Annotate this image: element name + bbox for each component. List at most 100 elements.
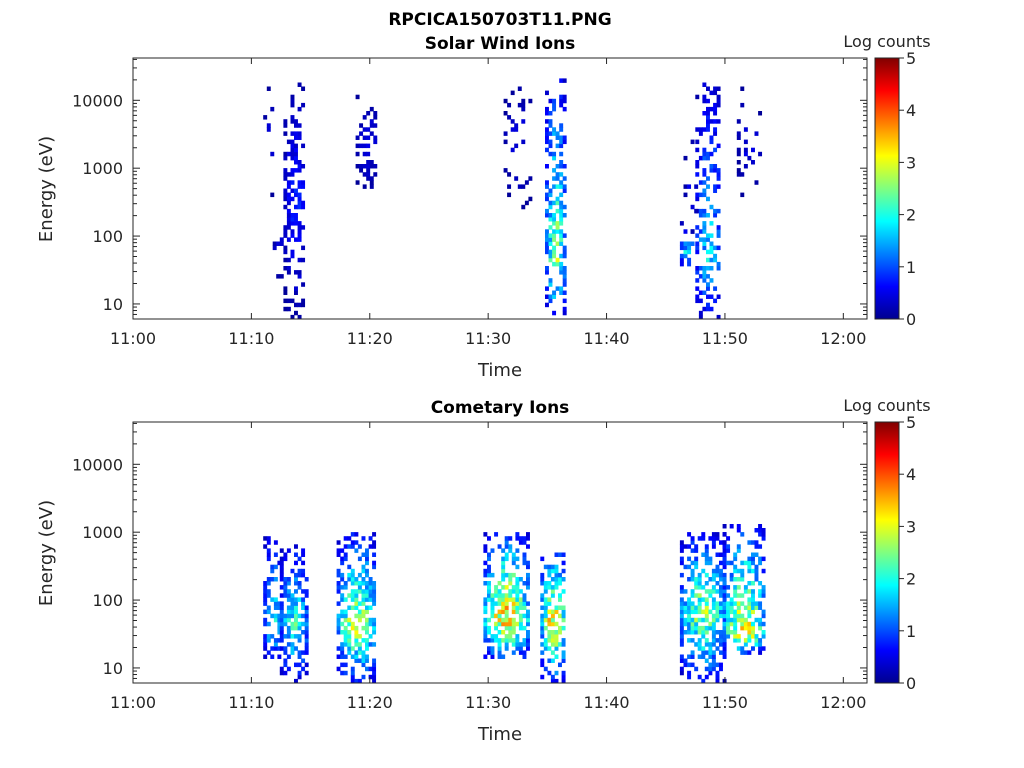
heatmap-cell — [704, 605, 709, 610]
heatmap-cell — [552, 245, 557, 251]
heatmap-cell — [504, 617, 509, 623]
heatmap-cell — [343, 634, 348, 639]
heatmap-cell — [733, 634, 738, 639]
heatmap-cell — [706, 176, 710, 181]
heatmap-cell — [754, 544, 759, 549]
heatmap-cell — [701, 568, 706, 574]
heatmap-cell — [507, 192, 512, 198]
heatmap-cell — [504, 585, 509, 590]
heatmap-cell — [372, 589, 377, 594]
heatmap-cell — [297, 670, 302, 676]
heatmap-cell — [365, 605, 369, 610]
heatmap-cell — [713, 102, 718, 108]
heatmap-cell — [711, 625, 716, 631]
heatmap-cell — [555, 261, 560, 267]
heatmap-cell — [526, 544, 530, 549]
heatmap-cell — [687, 674, 692, 680]
x-tick-label: 11:40 — [583, 329, 629, 348]
heatmap-cell — [722, 609, 727, 615]
heatmap-cell — [279, 593, 284, 598]
heatmap-cell — [286, 597, 291, 602]
heatmap-cell — [709, 241, 714, 246]
heatmap-cell — [510, 127, 515, 132]
heatmap-cell — [726, 625, 731, 631]
heatmap-cell — [350, 666, 355, 672]
heatmap-cell — [497, 646, 502, 651]
heatmap-cell — [277, 621, 282, 627]
heatmap-cell — [279, 601, 284, 606]
heatmap-cell — [545, 213, 549, 218]
heatmap-cell — [521, 106, 526, 112]
heatmap-cell — [340, 556, 345, 562]
heatmap-cell — [343, 544, 348, 549]
heatmap-cell — [522, 540, 527, 545]
y-tick-label: 10 — [103, 295, 123, 314]
heatmap-cell — [740, 102, 745, 108]
heatmap-cell — [283, 589, 288, 594]
heatmap-cell — [690, 589, 695, 594]
heatmap-cell — [547, 634, 552, 639]
heatmap-cell — [511, 552, 516, 557]
heatmap-cell — [758, 638, 763, 643]
heatmap-cell — [279, 666, 284, 672]
heatmap-cell — [508, 589, 513, 594]
heatmap-cell — [716, 86, 721, 91]
heatmap-cell — [555, 229, 560, 234]
heatmap-cell — [294, 221, 298, 226]
heatmap-cell — [487, 572, 491, 578]
heatmap-cell — [758, 646, 763, 651]
heatmap-cell — [515, 646, 520, 651]
heatmap-cell — [711, 540, 716, 545]
heatmap-cell — [736, 634, 741, 639]
heatmap-cell — [526, 564, 530, 570]
heatmap-cell — [702, 147, 707, 153]
heatmap-cell — [501, 568, 506, 574]
heatmap-cell — [545, 233, 549, 238]
heatmap-cell — [736, 168, 741, 173]
heatmap-cell — [706, 274, 710, 279]
heatmap-cell — [722, 552, 727, 557]
heatmap-cell — [483, 621, 488, 627]
heatmap-cell — [362, 184, 367, 189]
heatmap-cell — [550, 568, 555, 574]
heatmap-cell — [711, 630, 716, 635]
heatmap-cell — [494, 601, 499, 606]
heatmap-cell — [702, 278, 707, 283]
heatmap-cell — [559, 200, 564, 206]
heatmap-cell — [263, 601, 268, 606]
heatmap-cell — [694, 621, 699, 627]
heatmap-cell — [343, 609, 348, 615]
heatmap-cell — [698, 229, 703, 234]
heatmap-cell — [354, 678, 359, 684]
heatmap-cell — [722, 593, 727, 598]
heatmap-cell — [743, 650, 748, 655]
heatmap-cell — [365, 548, 369, 553]
heatmap-cell — [704, 544, 709, 549]
heatmap-cell — [683, 630, 688, 635]
heatmap-cell — [754, 564, 759, 570]
heatmap-cell — [679, 556, 684, 562]
heatmap-cell — [372, 532, 377, 537]
heatmap-cell — [548, 233, 553, 238]
heatmap-cell — [290, 249, 295, 255]
heatmap-cell — [540, 593, 545, 598]
heatmap-cell — [543, 625, 548, 631]
heatmap-cell — [708, 621, 713, 627]
heatmap-cell — [687, 621, 692, 627]
heatmap-cell — [758, 621, 763, 627]
heatmap-cell — [679, 630, 684, 635]
heatmap-cell — [736, 160, 741, 165]
heatmap-cell — [279, 630, 284, 635]
heatmap-cell — [554, 609, 559, 615]
heatmap-cell — [690, 560, 695, 566]
heatmap-cell — [368, 585, 373, 590]
plot-frame — [132, 57, 868, 320]
heatmap-cell — [501, 605, 506, 610]
heatmap-cell — [297, 613, 302, 619]
heatmap-cell — [761, 613, 766, 619]
heatmap-cell — [290, 253, 295, 259]
heatmap-cell — [552, 261, 557, 267]
heatmap-cell — [372, 617, 377, 623]
heatmap-cell — [562, 298, 567, 304]
heatmap-cell — [715, 662, 720, 668]
